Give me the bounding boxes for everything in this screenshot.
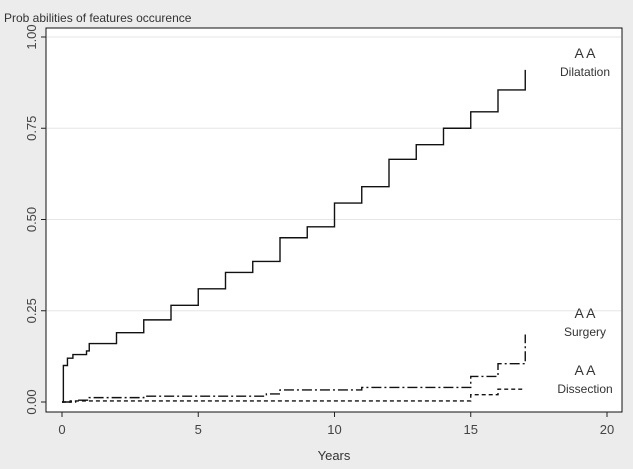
y-tick-label: 0.25 <box>24 298 39 323</box>
series-label-line: Surgery <box>564 325 606 339</box>
y-tick-label: 0.00 <box>24 389 39 414</box>
series-label-line: Dilatation <box>560 65 610 79</box>
x-tick-label: 15 <box>464 422 478 437</box>
y-tick-label: 1.00 <box>24 24 39 49</box>
series-line-2 <box>62 388 526 403</box>
x-tick-label: 20 <box>600 422 614 437</box>
x-tick-label: 0 <box>58 422 65 437</box>
y-axis-ticks: 0.00 0.25 0.50 0.75 1.00 <box>24 24 46 415</box>
series-labels: A A Dilatation A A Surgery A A Dissection <box>557 45 612 396</box>
series-label-line: Dissection <box>557 382 612 396</box>
x-axis-ticks: 0 5 10 15 20 <box>58 412 614 437</box>
series-label-line: A A <box>574 45 596 61</box>
x-axis-label: Years <box>318 448 351 463</box>
y-tick-label: 0.50 <box>24 207 39 232</box>
series-label-line: A A <box>574 305 596 321</box>
x-tick-label: 5 <box>195 422 202 437</box>
series-group <box>62 69 526 403</box>
chart-title: Prob abilities of features occurence <box>4 11 192 25</box>
series-label-line: A A <box>574 362 596 378</box>
y-tick-label: 0.75 <box>24 116 39 141</box>
x-tick-label: 10 <box>327 422 341 437</box>
series-line-0 <box>62 69 526 403</box>
